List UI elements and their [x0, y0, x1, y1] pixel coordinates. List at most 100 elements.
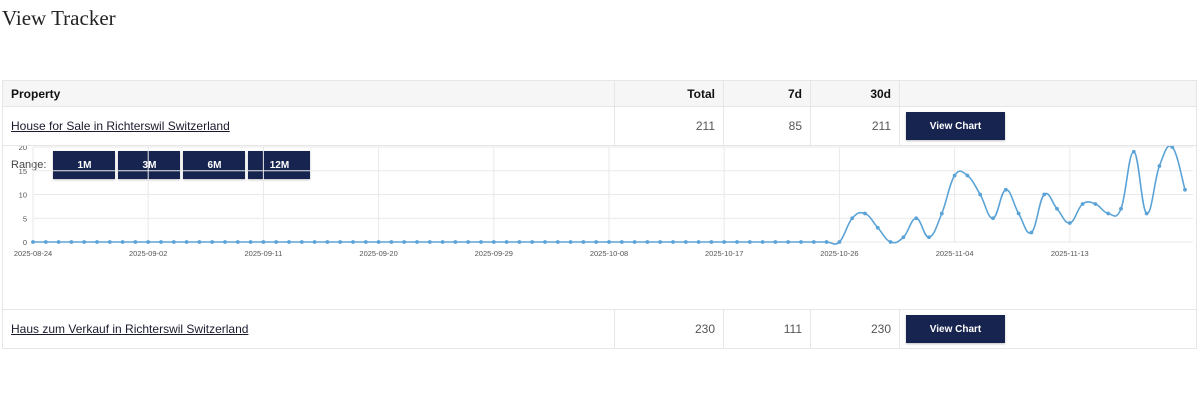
range-1m-button[interactable]: 1M	[53, 151, 116, 179]
data-point	[95, 240, 99, 244]
data-point	[133, 240, 138, 244]
data-point	[376, 240, 381, 244]
data-point	[658, 240, 663, 244]
x-tick-label: 2025-09-11	[244, 249, 282, 258]
range-selector: Range: 1M 3M 6M 12M	[11, 151, 313, 179]
x-tick-label: 2025-09-20	[359, 249, 397, 258]
data-point	[31, 240, 35, 244]
data-point	[82, 240, 87, 244]
data-point	[939, 211, 944, 216]
table-row: Haus zum Verkauf in Richterswil Switzerl…	[3, 310, 1196, 348]
data-point	[1144, 211, 1149, 216]
range-label: Range:	[11, 159, 47, 171]
view-chart-button[interactable]: View Chart	[906, 315, 1005, 343]
total-views: 230	[615, 310, 724, 348]
data-point	[747, 240, 752, 244]
data-point	[914, 216, 919, 221]
data-point	[594, 240, 599, 244]
data-point	[69, 240, 74, 244]
data-point	[645, 240, 650, 244]
data-point	[991, 216, 995, 221]
data-point	[760, 240, 765, 244]
views-line-chart: 0 5 10 15 20 2025-08-24 2025-09-02 2025-09-11 20…	[14, 146, 1193, 258]
view-tracker-table: Property Total 7d 30d House for Sale in …	[2, 80, 1197, 349]
data-point	[1042, 192, 1047, 197]
y-tick-label: 15	[19, 167, 27, 176]
header-30d: 30d	[811, 81, 900, 106]
data-point	[1106, 211, 1111, 216]
header-7d: 7d	[724, 81, 811, 106]
data-point	[184, 240, 189, 244]
data-point	[427, 240, 432, 244]
data-point	[1029, 230, 1034, 235]
data-point	[952, 173, 957, 178]
data-point	[965, 173, 970, 178]
data-point	[453, 240, 458, 244]
y-tick-label: 20	[19, 146, 27, 152]
data-point	[619, 240, 624, 244]
data-point	[120, 240, 125, 244]
data-point	[799, 240, 803, 244]
x-tick-label: 2025-11-13	[1051, 249, 1089, 258]
data-point	[632, 240, 637, 244]
data-point	[1080, 202, 1085, 206]
chart-panel: Range: 1M 3M 6M 12M 0 5 10 15 20 2025-08-24 20…	[3, 146, 1196, 310]
data-point	[735, 240, 739, 244]
data-point	[223, 240, 227, 244]
data-point	[683, 240, 688, 244]
data-point	[888, 240, 893, 244]
property-link[interactable]: House for Sale in Richterswil Switzerlan…	[11, 119, 230, 133]
page-title: View Tracker	[2, 6, 116, 30]
range-6m-button[interactable]: 6M	[183, 151, 246, 179]
view-chart-button[interactable]: View Chart	[906, 112, 1005, 140]
data-point	[1003, 187, 1008, 192]
data-point	[210, 240, 215, 244]
data-point	[248, 240, 253, 244]
data-point	[607, 240, 611, 244]
data-point	[43, 240, 48, 244]
data-point	[440, 240, 445, 244]
table-row: House for Sale in Richterswil Switzerlan…	[3, 107, 1196, 146]
header-total: Total	[615, 81, 724, 106]
data-point	[517, 240, 522, 244]
y-tick-label: 0	[23, 238, 27, 247]
data-point	[479, 240, 483, 244]
data-point	[389, 240, 394, 244]
data-point	[837, 240, 842, 244]
range-3m-button[interactable]: 3M	[118, 151, 181, 179]
data-point	[811, 240, 816, 244]
x-tick-label: 2025-10-26	[820, 249, 858, 258]
views-30d: 211	[811, 107, 900, 145]
data-point	[146, 240, 151, 244]
data-point	[197, 240, 202, 244]
views-7d: 85	[724, 107, 811, 145]
data-point	[107, 240, 112, 244]
x-tick-label: 2025-10-17	[705, 249, 743, 258]
data-point	[274, 240, 279, 244]
data-point	[171, 240, 176, 244]
data-point	[338, 240, 343, 244]
data-point	[709, 240, 714, 244]
data-point	[850, 216, 855, 221]
x-tick-label: 2025-09-02	[129, 249, 167, 258]
data-point	[299, 240, 304, 244]
y-tick-label: 10	[19, 191, 27, 200]
data-point	[235, 240, 240, 244]
data-point	[261, 240, 266, 244]
data-point	[1119, 206, 1123, 211]
data-point	[555, 240, 560, 244]
data-point	[287, 240, 291, 244]
data-point	[978, 192, 983, 197]
range-12m-button[interactable]: 12M	[248, 151, 311, 179]
data-point	[824, 240, 829, 244]
total-views: 211	[615, 107, 724, 145]
x-tick-label: 2025-09-29	[475, 249, 513, 258]
data-point	[543, 240, 547, 244]
table-header: Property Total 7d 30d	[3, 81, 1196, 107]
property-link[interactable]: Haus zum Verkauf in Richterswil Switzerl…	[11, 322, 249, 336]
data-point	[773, 240, 778, 244]
header-action	[900, 81, 1196, 106]
data-point	[530, 240, 535, 244]
data-point	[325, 240, 330, 244]
data-point	[671, 240, 675, 244]
